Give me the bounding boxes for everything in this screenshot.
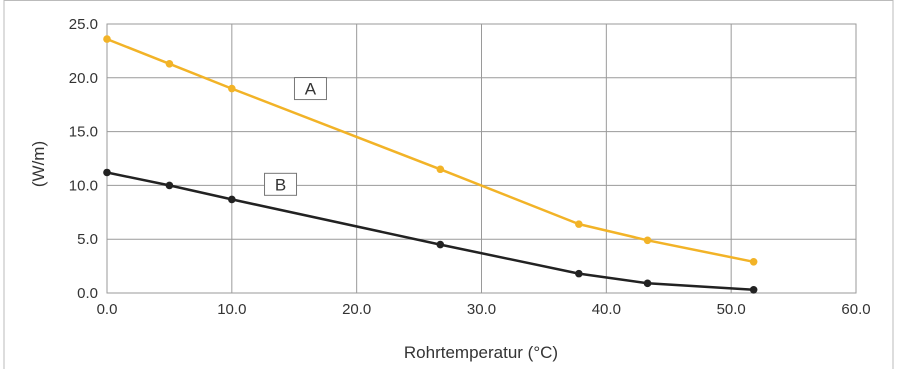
x-tick-label: 20.0 xyxy=(342,301,371,318)
y-tick-label: 0.0 xyxy=(77,285,98,302)
data-point-b xyxy=(228,195,236,204)
x-tick-label: 30.0 xyxy=(467,301,496,318)
series-line-b xyxy=(106,171,754,292)
series-label-a: A xyxy=(305,80,317,99)
data-point-a xyxy=(436,165,445,174)
x-tick-label: 60.0 xyxy=(841,301,870,318)
series-label-box xyxy=(293,77,327,101)
x-tick-labels: 0.0 10.0 20.0 30.0 40.0 50.0 60.0 xyxy=(97,301,871,318)
series-lines xyxy=(106,37,754,292)
x-tick-label: 50.0 xyxy=(717,301,746,318)
data-point-a xyxy=(749,257,758,266)
y-tick-labels: 0.0 5.0 10.0 15.0 20.0 25.0 xyxy=(69,16,98,302)
y-tick-label: 5.0 xyxy=(77,231,98,248)
y-tick-label: 25.0 xyxy=(69,16,98,33)
series-labels: AB xyxy=(264,77,327,196)
x-tick-label: 10.0 xyxy=(217,301,246,318)
x-tick-label: 40.0 xyxy=(592,301,621,318)
data-point-a xyxy=(643,236,652,245)
series-points xyxy=(103,35,758,294)
data-point-a xyxy=(165,60,174,68)
series-label-box xyxy=(264,172,298,196)
data-point-b xyxy=(103,168,111,177)
data-point-b xyxy=(575,269,583,278)
data-point-a xyxy=(103,35,111,43)
series-line-a xyxy=(106,37,754,264)
data-point-b xyxy=(165,181,174,190)
x-tick-label: 0.0 xyxy=(97,301,118,318)
data-point-a xyxy=(228,84,236,93)
series-label-b: B xyxy=(275,175,286,194)
y-tick-label: 10.0 xyxy=(69,177,98,194)
x-axis-label: Rohrtemperatur (°C) xyxy=(404,343,558,362)
plot-area: AB xyxy=(103,23,857,294)
data-point-b xyxy=(436,240,445,249)
data-point-b xyxy=(643,279,652,288)
y-tick-label: 20.0 xyxy=(69,70,98,87)
y-tick-label: 15.0 xyxy=(69,124,98,141)
grid xyxy=(106,23,857,294)
y-axis-label: (W/m) xyxy=(29,141,48,187)
data-point-b xyxy=(749,285,758,294)
data-point-a xyxy=(575,220,583,228)
